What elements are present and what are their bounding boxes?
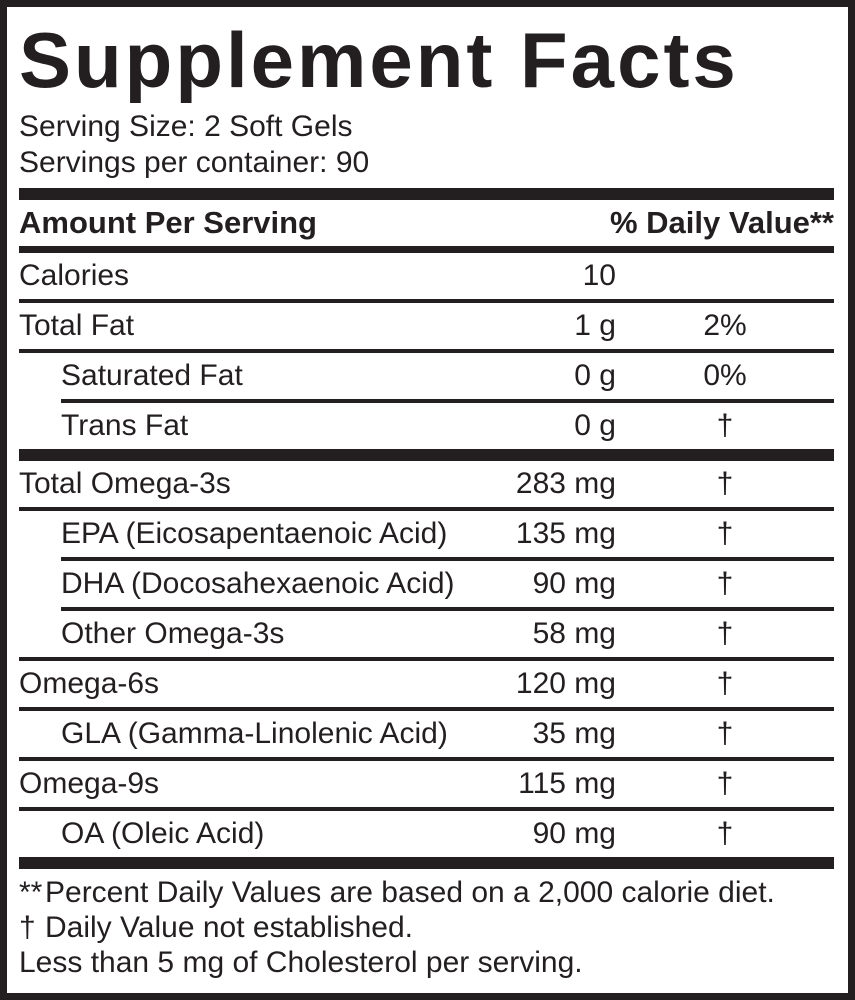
row-amount: 115 mg xyxy=(518,767,616,800)
footnote: Less than 5 mg of Cholesterol per servin… xyxy=(19,945,834,980)
footnote-text: Less than 5 mg of Cholesterol per servin… xyxy=(19,946,583,979)
table-row: GLA (Gamma-Linolenic Acid) 35 mg † xyxy=(19,711,834,757)
serving-size: Serving Size: 2 Soft Gels xyxy=(19,110,353,143)
row-amount: 90 mg xyxy=(532,567,616,600)
row-label: EPA (Eicosapentaenoic Acid) xyxy=(61,517,448,550)
table-row: OA (Oleic Acid) 90 mg † xyxy=(19,811,834,857)
row-label: Omega-6s xyxy=(19,667,160,700)
table-row: Total Fat 1 g 2% xyxy=(19,303,834,349)
column-header-daily-value: % Daily Value** xyxy=(609,205,834,240)
divider-thin xyxy=(19,657,834,661)
table-row: Total Omega-3s 283 mg † xyxy=(19,461,834,507)
divider-thin xyxy=(19,757,834,761)
row-daily-value: † xyxy=(716,617,734,650)
divider-thick xyxy=(19,449,834,461)
row-daily-value: † xyxy=(716,667,734,700)
serving-info: Serving Size: 2 Soft Gels Servings per c… xyxy=(19,109,834,181)
column-header-amount-per-serving: Amount Per Serving xyxy=(19,205,317,240)
divider-thin xyxy=(19,349,834,353)
label-title: Supplement Facts xyxy=(19,16,739,104)
table-row: EPA (Eicosapentaenoic Acid) 135 mg † xyxy=(19,511,834,557)
row-amount: 58 mg xyxy=(532,617,616,650)
footnote-marker: † xyxy=(19,911,36,944)
row-label: Saturated Fat xyxy=(61,359,243,392)
row-amount: 135 mg xyxy=(515,517,616,550)
row-amount: 35 mg xyxy=(532,717,616,750)
table-row: Calories 10 xyxy=(19,253,834,299)
table-row: Saturated Fat 0 g 0% xyxy=(19,353,834,399)
row-amount: 1 g xyxy=(574,309,616,342)
row-label: Other Omega-3s xyxy=(61,617,285,650)
row-daily-value: † xyxy=(716,767,734,800)
row-amount: 283 mg xyxy=(515,467,616,500)
row-daily-value: † xyxy=(716,467,734,500)
row-amount: 0 g xyxy=(574,359,616,392)
footnote-text: Daily Value not established. xyxy=(45,911,413,944)
divider-thin xyxy=(61,557,834,561)
row-daily-value: 2% xyxy=(703,309,747,342)
row-daily-value: † xyxy=(716,817,734,850)
footnote: ** Percent Daily Values are based on a 2… xyxy=(19,875,834,910)
table-row: Other Omega-3s 58 mg † xyxy=(19,611,834,657)
footnote: † Daily Value not established. xyxy=(19,910,834,945)
divider-thin xyxy=(19,507,834,511)
row-label: Total Fat xyxy=(19,309,135,342)
row-label: Total Omega-3s xyxy=(19,467,231,500)
row-daily-value: † xyxy=(716,517,734,550)
row-amount: 10 xyxy=(582,259,616,292)
divider-header xyxy=(19,246,834,253)
row-daily-value: † xyxy=(716,409,734,442)
table-row: Trans Fat 0 g † xyxy=(19,403,834,449)
divider-thin xyxy=(19,707,834,711)
table-row: Omega-6s 120 mg † xyxy=(19,661,834,707)
row-daily-value: 0% xyxy=(703,359,747,392)
row-label: Trans Fat xyxy=(61,409,189,442)
row-amount: 0 g xyxy=(574,409,616,442)
row-label: DHA (Docosahexaenoic Acid) xyxy=(61,567,455,600)
table-header-row: Amount Per Serving % Daily Value** xyxy=(19,200,834,246)
footnote-marker: ** xyxy=(19,876,43,909)
divider-thin xyxy=(61,607,834,611)
table-row: DHA (Docosahexaenoic Acid) 90 mg † xyxy=(19,561,834,607)
row-daily-value: † xyxy=(716,567,734,600)
footnotes: ** Percent Daily Values are based on a 2… xyxy=(19,869,834,980)
divider-thin xyxy=(19,299,834,303)
servings-per-container: Servings per container: 90 xyxy=(19,146,370,179)
row-label: OA (Oleic Acid) xyxy=(61,817,265,850)
facts-table: Calories 10 Total Fat 1 g 2% Saturated F… xyxy=(19,253,834,869)
divider-thin xyxy=(61,399,834,403)
row-amount: 120 mg xyxy=(515,667,616,700)
row-amount: 90 mg xyxy=(532,817,616,850)
footnote-text: Percent Daily Values are based on a 2,00… xyxy=(45,876,775,909)
divider-thin xyxy=(19,807,834,811)
divider-thick xyxy=(19,857,834,869)
row-label: Calories xyxy=(19,259,130,292)
divider-thick xyxy=(19,188,834,200)
table-row: Omega-9s 115 mg † xyxy=(19,761,834,807)
row-label: GLA (Gamma-Linolenic Acid) xyxy=(61,717,448,750)
row-label: Omega-9s xyxy=(19,767,160,800)
row-daily-value: † xyxy=(716,717,734,750)
